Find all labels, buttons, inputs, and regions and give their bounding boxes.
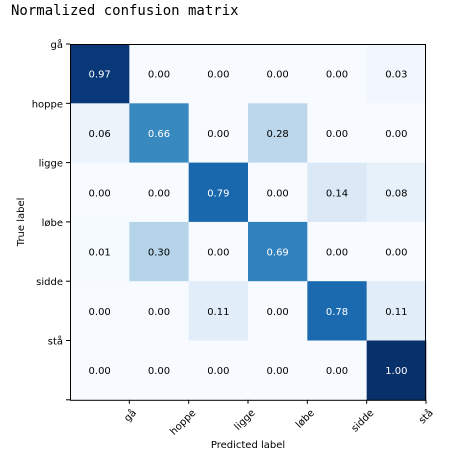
heatmap-cell bbox=[366, 44, 427, 104]
heatmap-cell bbox=[70, 162, 130, 223]
x-tick-label: ligge bbox=[233, 408, 258, 433]
heatmap-cell bbox=[70, 103, 130, 163]
heatmap-cell bbox=[248, 221, 308, 282]
heatmap-cell bbox=[248, 340, 308, 401]
cell-value-label: 0.00 bbox=[326, 129, 348, 140]
heatmap-cell bbox=[129, 281, 189, 341]
y-tick-label: gå bbox=[51, 38, 63, 51]
heatmap-cell bbox=[70, 44, 130, 104]
cell-value-label: 0.28 bbox=[267, 129, 289, 140]
cell-value-label: 0.00 bbox=[326, 248, 348, 259]
cell-value-label: 0.11 bbox=[385, 307, 407, 318]
heatmap-cell bbox=[70, 221, 130, 282]
cell-value-label: 1.00 bbox=[385, 366, 407, 377]
y-tick-label: hoppe bbox=[32, 99, 63, 110]
heatmap-cell bbox=[129, 340, 189, 401]
cell-value-label: 0.00 bbox=[89, 366, 111, 377]
heatmap-cell bbox=[248, 44, 308, 104]
heatmap-cell bbox=[129, 103, 189, 163]
heatmap-cell bbox=[307, 221, 367, 282]
heatmap-cell bbox=[307, 340, 367, 401]
y-tick-label: sidde bbox=[36, 277, 63, 288]
cell-value-label: 0.00 bbox=[267, 366, 289, 377]
cell-value-label: 0.00 bbox=[148, 70, 170, 81]
cell-value-label: 0.06 bbox=[89, 129, 111, 140]
heatmap-cell bbox=[366, 281, 427, 341]
heatmap-cell bbox=[307, 281, 367, 341]
x-tick-label: gå bbox=[121, 406, 139, 424]
heatmap-cell bbox=[248, 281, 308, 341]
cell-value-label: 0.14 bbox=[326, 188, 348, 199]
heatmap-cell bbox=[188, 281, 249, 341]
heatmap-cell bbox=[307, 103, 367, 163]
heatmap-cell bbox=[129, 44, 189, 104]
cell-value-label: 0.03 bbox=[385, 70, 407, 81]
cell-value-label: 0.00 bbox=[207, 366, 229, 377]
heatmap-cell bbox=[188, 340, 249, 401]
cell-value-label: 0.00 bbox=[148, 307, 170, 318]
x-tick-label: løbe bbox=[294, 408, 317, 431]
x-tick-label: stå bbox=[416, 406, 436, 426]
x-tick-label: hoppe bbox=[168, 408, 198, 438]
heatmap-cell bbox=[188, 162, 249, 223]
cell-value-label: 0.30 bbox=[148, 248, 170, 259]
x-tick-label: sidde bbox=[350, 408, 377, 435]
cell-value-label: 0.08 bbox=[385, 188, 407, 199]
cell-value-label: 0.00 bbox=[207, 129, 229, 140]
heatmap-cell bbox=[70, 281, 130, 341]
cell-value-label: 0.00 bbox=[207, 70, 229, 81]
y-tick-label: ligge bbox=[39, 159, 63, 170]
y-tick-label: stå bbox=[48, 335, 63, 348]
axis-ticks bbox=[66, 43, 427, 404]
heatmap-cell bbox=[366, 340, 427, 401]
cell-value-label: 0.00 bbox=[326, 70, 348, 81]
heatmap-cell bbox=[188, 221, 249, 282]
heatmap-cell bbox=[129, 162, 189, 223]
y-tick-label: løbe bbox=[42, 218, 63, 229]
cell-value-label: 0.11 bbox=[207, 307, 229, 318]
cell-value-label: 0.00 bbox=[207, 248, 229, 259]
cell-value-label: 0.79 bbox=[207, 188, 229, 199]
heatmap-cell bbox=[188, 103, 249, 163]
cell-value-label: 0.00 bbox=[148, 188, 170, 199]
cell-value-label: 0.00 bbox=[148, 366, 170, 377]
x-axis-label: Predicted label bbox=[211, 440, 285, 451]
cell-value-label: 0.97 bbox=[89, 70, 111, 81]
cell-value-label: 0.00 bbox=[385, 129, 407, 140]
y-axis-label: True label bbox=[16, 198, 27, 248]
heatmap-cell bbox=[129, 221, 189, 282]
cell-value-label: 0.78 bbox=[326, 307, 348, 318]
cell-value-label: 0.00 bbox=[267, 307, 289, 318]
cell-value-label: 0.01 bbox=[89, 248, 111, 259]
heatmap-cell bbox=[70, 340, 130, 401]
chart-title: Normalized confusion matrix bbox=[11, 3, 239, 19]
heatmap-cell bbox=[366, 103, 427, 163]
cell-value-label: 0.00 bbox=[326, 366, 348, 377]
heatmap-cell bbox=[366, 162, 427, 223]
cell-value-label: 0.00 bbox=[267, 70, 289, 81]
cell-value-label: 0.00 bbox=[267, 188, 289, 199]
heatmap-cell bbox=[307, 44, 367, 104]
cell-value-label: 0.00 bbox=[89, 307, 111, 318]
cell-value-label: 0.00 bbox=[89, 188, 111, 199]
heatmap-cell bbox=[366, 221, 427, 282]
heatmap-cell bbox=[248, 103, 308, 163]
heatmap-cell bbox=[248, 162, 308, 223]
cell-value-label: 0.00 bbox=[385, 248, 407, 259]
heatmap-cells: 0.97 0.00 0.00 0.00 0.00 0.03 0.06 0.66 0.00 0.28… bbox=[70, 44, 427, 401]
heatmap-cell bbox=[188, 44, 249, 104]
cell-value-label: 0.66 bbox=[148, 129, 170, 140]
cell-value-label: 0.69 bbox=[267, 248, 289, 259]
heatmap-cell bbox=[307, 162, 367, 223]
